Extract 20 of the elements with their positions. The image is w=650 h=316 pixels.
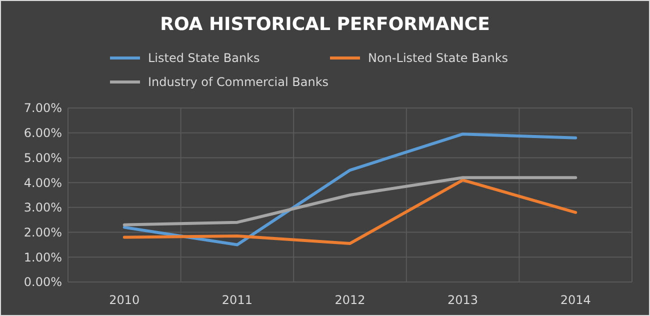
x-tick-label: 2010 bbox=[109, 293, 140, 307]
legend-label: Industry of Commercial Banks bbox=[148, 75, 329, 90]
x-tick-label: 2014 bbox=[560, 293, 591, 307]
y-tick-label: 3.00% bbox=[24, 200, 62, 215]
line-series bbox=[122, 132, 578, 246]
y-tick-label: 4.00% bbox=[24, 176, 62, 190]
x-tick-label: 2011 bbox=[222, 293, 252, 307]
x-tick-label: 2013 bbox=[448, 293, 478, 307]
y-tick-label: 6.00% bbox=[24, 126, 62, 140]
line-series bbox=[122, 176, 578, 226]
y-tick-label: 1.00% bbox=[24, 250, 62, 264]
legend-label: Listed State Banks bbox=[148, 51, 260, 66]
legend-label: Non-Listed State Banks bbox=[368, 51, 508, 66]
line-series bbox=[122, 178, 578, 245]
x-tick-label: 2012 bbox=[334, 293, 366, 307]
y-tick-label: 7.00% bbox=[24, 101, 62, 116]
y-tick-label: 2.00% bbox=[24, 225, 62, 240]
chart-title: ROA HISTORICAL PERFORMANCE bbox=[160, 14, 490, 35]
y-tick-label: 5.00% bbox=[24, 150, 62, 165]
y-tick-label: 0.00% bbox=[24, 275, 62, 290]
